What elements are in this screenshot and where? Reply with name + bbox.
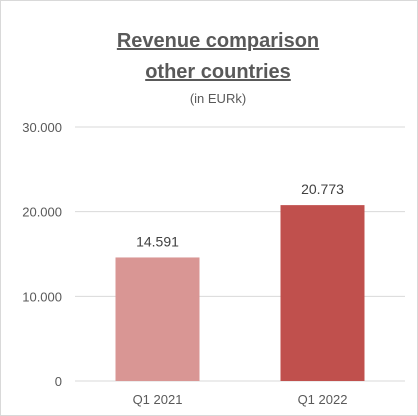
data-label: 14.591 [136,233,179,249]
data-label: 20.773 [301,181,344,197]
y-tick-label: 20.000 [22,205,62,220]
chart-title-line-2: other countries [145,61,291,83]
chart-title: Revenue comparison other countries (in E… [117,30,319,106]
y-tick-label: 30.000 [22,120,62,135]
bar [280,205,365,381]
y-tick-label: 10.000 [22,289,62,304]
x-axis-tick-labels: Q1 2021 Q1 2022 [133,392,348,407]
chart-title-line-1: Revenue comparison [117,30,319,52]
chart-subtitle: (in EURk) [190,91,246,106]
data-labels: 14.591 20.773 [136,181,344,249]
x-tick-label: Q1 2022 [298,392,348,407]
y-axis-tick-labels: 0 10.000 20.000 30.000 [22,120,62,389]
bars [115,205,365,381]
y-tick-label: 0 [55,374,62,389]
x-tick-label: Q1 2021 [133,392,183,407]
bar [115,257,200,381]
